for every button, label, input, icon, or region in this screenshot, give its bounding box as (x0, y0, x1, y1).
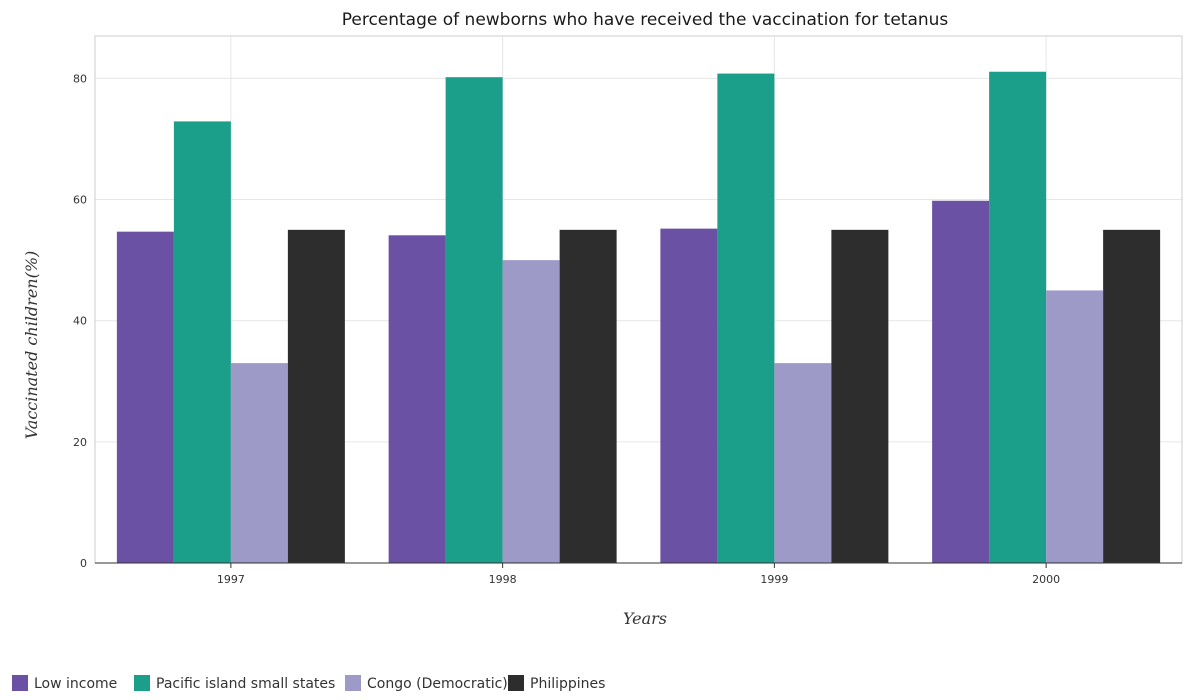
y-tick-label: 20 (73, 436, 87, 449)
legend-swatch (345, 675, 361, 691)
bar (287, 229, 345, 563)
bar (1046, 290, 1104, 563)
legend-swatch (12, 675, 28, 691)
bars (116, 71, 1161, 564)
legend-swatch (134, 675, 150, 691)
y-tick-label: 60 (73, 194, 87, 207)
x-tick-label: 1997 (217, 573, 245, 586)
bar (1103, 229, 1161, 563)
legend-label: Philippines (530, 676, 605, 692)
x-tick-label: 1999 (760, 573, 788, 586)
y-tick-label: 80 (73, 72, 87, 85)
legend-label: Low income (34, 676, 117, 692)
bar (116, 231, 174, 564)
legend: Low income Pacific island small states Con… (12, 675, 605, 692)
y-tick-label: 40 (73, 315, 87, 328)
x-tick-label: 1998 (489, 573, 517, 586)
bar (774, 363, 832, 563)
x-axis-label: Years (623, 609, 667, 628)
bar (559, 229, 617, 563)
legend-label: Pacific island small states (156, 676, 335, 692)
bar (502, 260, 560, 563)
bar (388, 235, 446, 563)
bar (717, 73, 775, 563)
bar (230, 363, 288, 563)
bar (932, 200, 990, 563)
chart-title: Percentage of newborns who have received… (342, 10, 949, 30)
bar (660, 228, 718, 564)
legend-swatch (508, 675, 524, 691)
x-tick-label: 2000 (1032, 573, 1060, 586)
bar (445, 77, 503, 564)
bar (989, 71, 1047, 564)
y-axis-label: Vaccinated children(%) (22, 251, 41, 440)
legend-label: Congo (Democratic) (367, 676, 508, 692)
bar (173, 121, 231, 564)
axes: 0 20 40 60 80 1997 1998 1999 2000 (73, 72, 1182, 586)
bar (831, 229, 889, 563)
y-tick-label: 0 (80, 557, 87, 570)
